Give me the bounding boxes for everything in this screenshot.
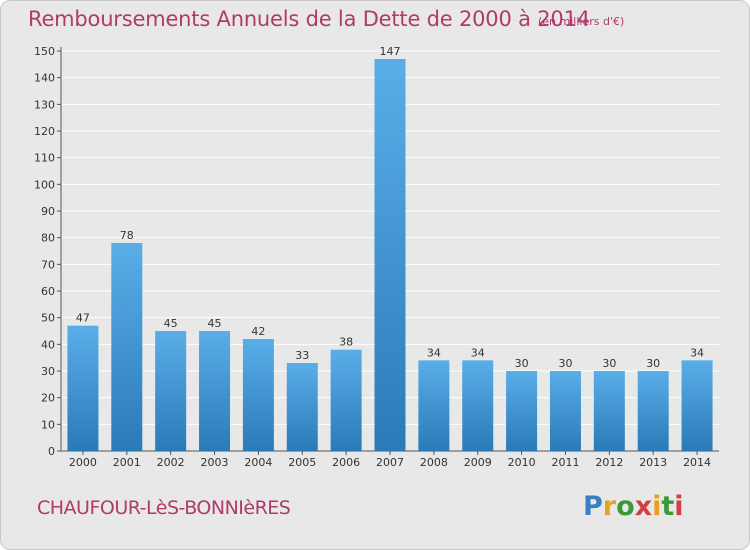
- bar-2012: [593, 371, 625, 451]
- x-tick-label-2011: 2011: [551, 456, 579, 469]
- y-tick-label: 0: [48, 445, 55, 458]
- bar-2011: [549, 371, 581, 451]
- proxiti-logo: Proxiti: [583, 491, 684, 522]
- bar-2010: [506, 371, 538, 451]
- y-tick-label: 150: [34, 45, 55, 58]
- bar-2001: [111, 243, 143, 451]
- x-tick-label-2007: 2007: [376, 456, 404, 469]
- data-label-2011: 30: [558, 357, 572, 370]
- y-tick-label: 100: [34, 178, 55, 191]
- data-label-2008: 34: [427, 346, 441, 359]
- bars: [67, 59, 713, 451]
- y-tick-label: 10: [41, 418, 55, 431]
- y-tick-label: 30: [41, 365, 55, 378]
- x-tick-label-2006: 2006: [332, 456, 360, 469]
- data-label-2003: 45: [208, 317, 222, 330]
- logo-letter: x: [634, 491, 653, 522]
- x-tick-label-2003: 2003: [201, 456, 229, 469]
- data-label-2013: 30: [646, 357, 660, 370]
- x-tick-label-2014: 2014: [683, 456, 711, 469]
- data-label-2002: 45: [164, 317, 178, 330]
- bar-2004: [242, 339, 274, 451]
- logo-letter: o: [616, 491, 635, 522]
- logo-letter: P: [583, 491, 603, 522]
- bar-2009: [462, 360, 494, 451]
- y-tick-label: 130: [34, 98, 55, 111]
- data-label-2010: 30: [515, 357, 529, 370]
- y-tick-label: 70: [41, 258, 55, 271]
- data-label-2001: 78: [120, 229, 134, 242]
- x-tick-label-2010: 2010: [508, 456, 536, 469]
- labels: 0 10 20 30 40 50 60 70 80 90 100 110 120 130 140 150 47 2…: [34, 45, 711, 469]
- logo-letter: t: [661, 491, 675, 522]
- x-tick-label-2012: 2012: [595, 456, 623, 469]
- x-tick-label-2001: 2001: [113, 456, 141, 469]
- bar-2008: [418, 360, 450, 451]
- chart-unit-label: (en milliers d'€): [538, 15, 625, 28]
- y-tick-label: 60: [41, 285, 55, 298]
- x-tick-label-2009: 2009: [464, 456, 492, 469]
- data-label-2012: 30: [602, 357, 616, 370]
- x-tick-label-2000: 2000: [69, 456, 97, 469]
- y-tick-label: 40: [41, 338, 55, 351]
- bar-2000: [67, 325, 99, 451]
- data-label-2004: 42: [251, 325, 265, 338]
- chart-title: Remboursements Annuels de la Dette de 20…: [28, 7, 590, 31]
- bar-2014: [681, 360, 713, 451]
- data-label-2006: 38: [339, 336, 353, 349]
- place-name: CHAUFOUR-LèS-BONNIèRES: [37, 497, 291, 519]
- x-tick-label-2008: 2008: [420, 456, 448, 469]
- bar-2006: [330, 349, 362, 451]
- bar-2007: [374, 59, 406, 451]
- data-label-2009: 34: [471, 346, 485, 359]
- bar-2013: [637, 371, 669, 451]
- logo-letter: i: [674, 491, 684, 522]
- data-label-2014: 34: [690, 346, 704, 359]
- y-tick-label: 110: [34, 152, 55, 165]
- x-tick-label-2002: 2002: [157, 456, 185, 469]
- x-tick-label-2013: 2013: [639, 456, 667, 469]
- y-tick-label: 20: [41, 392, 55, 405]
- data-label-2005: 33: [295, 349, 309, 362]
- logo-letter: r: [602, 491, 617, 522]
- data-label-2000: 47: [76, 312, 90, 325]
- y-tick-label: 90: [41, 205, 55, 218]
- x-tick-label-2005: 2005: [288, 456, 316, 469]
- x-tick-label-2004: 2004: [244, 456, 272, 469]
- bar-2005: [286, 363, 318, 451]
- y-tick-label: 80: [41, 232, 55, 245]
- y-tick-label: 140: [34, 72, 55, 85]
- bar-2003: [199, 331, 231, 451]
- bar-2002: [155, 331, 187, 451]
- y-tick-label: 120: [34, 125, 55, 138]
- data-label-2007: 147: [380, 45, 401, 58]
- y-tick-label: 50: [41, 312, 55, 325]
- logo-letter: i: [652, 491, 662, 522]
